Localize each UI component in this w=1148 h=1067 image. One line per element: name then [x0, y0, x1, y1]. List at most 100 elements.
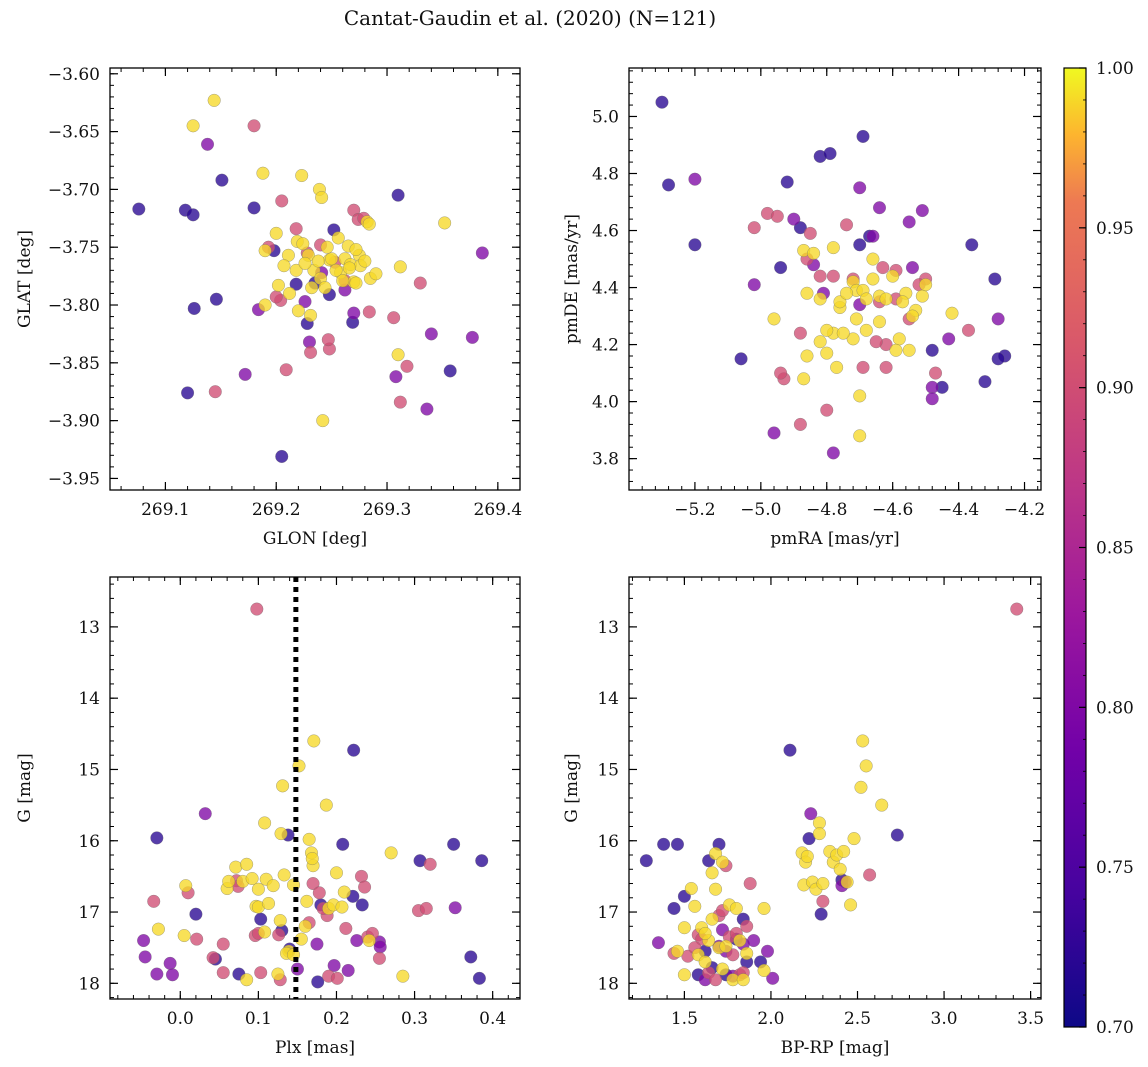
data-point [866, 229, 880, 243]
data-point [866, 252, 880, 266]
data-point [942, 332, 956, 346]
data-point [804, 807, 818, 821]
y-tick-label: 15 [597, 760, 619, 780]
data-point [307, 734, 321, 748]
data-point [181, 386, 195, 400]
x-axis-label: pmRA [mas/yr] [770, 529, 899, 549]
data-point [362, 305, 376, 319]
data-point [186, 208, 200, 222]
y-tick-label: 4.8 [592, 165, 619, 185]
data-point [787, 212, 801, 226]
data-point [719, 939, 733, 953]
data-point [945, 306, 959, 320]
data-point [256, 166, 270, 180]
data-point [928, 366, 943, 380]
data-point [396, 969, 410, 983]
panel-2: −5.2 −5.0 −4.8 −4.6 −4.4 −4.2 3.8 4.0 4.2 4.4 4.6 4… [562, 67, 1045, 549]
data-point [747, 278, 761, 292]
data-point [872, 201, 887, 215]
y-tick-label: −3.85 [48, 354, 100, 374]
panel-3: 0.0 0.1 0.2 0.3 0.4 13 14 15 16 17 18 Plx [mas] G [m… [15, 576, 521, 1058]
colorbar-gradient [1064, 68, 1086, 1027]
data-point [813, 292, 827, 306]
x-tick-label: −4.4 [938, 500, 979, 520]
y-tick-label: 4.6 [592, 222, 619, 242]
scatter-panels: 269.1 269.2 269.3 269.4 −3.60 −3.65 −3.70 −3.75… [15, 65, 1045, 1058]
y-tick-label: 18 [78, 974, 100, 994]
data-point [803, 226, 817, 240]
x-tick-label: 269.1 [141, 500, 190, 520]
data-point [369, 267, 383, 281]
data-point [847, 832, 861, 846]
data-point [335, 900, 349, 914]
data-point [655, 95, 669, 109]
data-point [393, 395, 407, 409]
data-point [165, 968, 180, 982]
data-point [269, 290, 283, 304]
colorbar-tick-label: 0.95 [1096, 219, 1134, 239]
data-point [254, 966, 268, 980]
data-point [662, 178, 676, 192]
y-tick-label: 4.4 [592, 279, 619, 299]
data-point [209, 292, 223, 306]
data-point [269, 226, 283, 240]
data-point [277, 259, 291, 273]
data-point [733, 933, 747, 948]
data-point [740, 919, 754, 933]
data-point [273, 914, 287, 928]
x-tick-label: 269.4 [474, 500, 523, 520]
data-point [766, 971, 780, 985]
data-point [305, 852, 319, 866]
data-point [341, 963, 355, 978]
data-point [187, 301, 201, 316]
data-point [705, 912, 719, 926]
data-point [902, 343, 916, 357]
data-point [886, 269, 900, 283]
data-point [358, 880, 372, 894]
y-tick-label: 16 [78, 832, 100, 852]
data-point [879, 292, 893, 306]
data-point [448, 901, 462, 915]
data-point [312, 886, 326, 900]
data-point [150, 831, 164, 845]
data-point [965, 238, 979, 252]
data-point [198, 807, 212, 821]
data-point [475, 854, 489, 868]
data-point [919, 278, 933, 292]
data-point [200, 137, 215, 151]
panel-1: 269.1 269.2 269.3 269.4 −3.60 −3.65 −3.70 −3.75… [15, 65, 522, 549]
data-point [688, 172, 702, 186]
data-point [833, 862, 847, 876]
data-point [875, 798, 889, 812]
y-axis-label: GLAT [deg] [15, 230, 35, 328]
data-point [813, 335, 827, 349]
data-point [190, 932, 204, 946]
data-point [163, 956, 177, 970]
data-point [206, 951, 220, 965]
data-point [859, 292, 873, 306]
data-point [698, 955, 712, 969]
data-point [310, 937, 324, 951]
data-point [336, 837, 350, 851]
data-point [373, 940, 387, 954]
points [132, 93, 489, 464]
data-point [320, 240, 334, 254]
data-point [709, 973, 723, 987]
data-point [793, 417, 807, 431]
data-point [132, 202, 146, 216]
x-tick-label: 0.3 [401, 1009, 428, 1029]
data-point [250, 602, 264, 616]
data-point [258, 925, 272, 939]
data-point [820, 323, 834, 337]
data-point [849, 312, 863, 326]
axes-frame [109, 576, 521, 1000]
data-point [905, 309, 920, 323]
data-point [736, 973, 750, 987]
data-point [807, 246, 821, 260]
data-point [150, 967, 164, 981]
data-point [657, 837, 671, 851]
data-point [820, 346, 834, 360]
data-point [814, 907, 828, 921]
data-point [186, 119, 200, 133]
data-point [757, 963, 771, 978]
